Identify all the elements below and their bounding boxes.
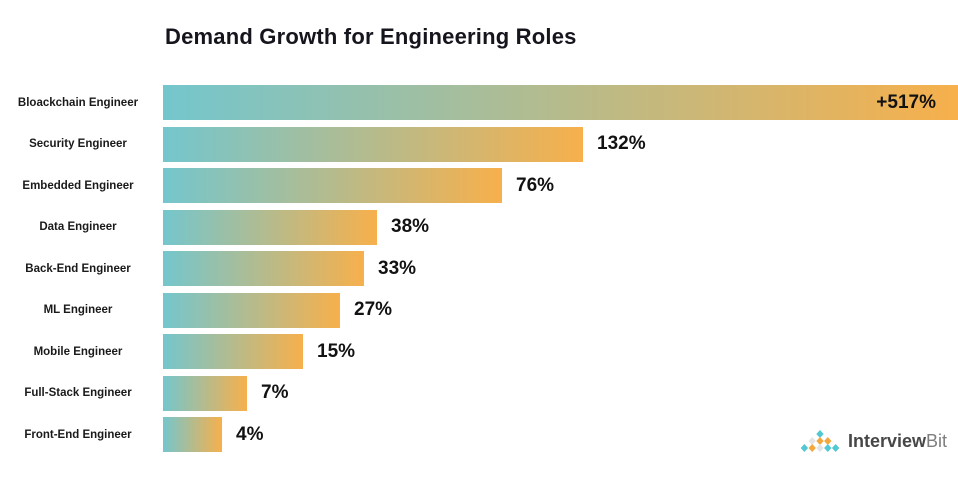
bar [163,292,340,328]
bar-row: Mobile Engineer 15% [0,334,958,369]
bar [163,417,222,452]
bar-value-label: 4% [236,423,264,445]
logo-text-primary: Interview [848,431,927,451]
bar [163,168,502,203]
bar [163,334,303,369]
category-label: Back-End Engineer [25,262,131,275]
interviewbit-logo: InterviewBit [799,424,947,458]
teal-diamond-icon [816,430,824,438]
bar: +517% [163,85,958,120]
bar-row: Data Engineer 38% [0,209,958,245]
bar [163,209,377,245]
category-label: Bloackchain Engineer [17,96,139,109]
bar-value-label: 15% [317,340,356,362]
bar-row: Back-End Engineer 33% [0,251,958,286]
bar [163,126,583,162]
bar-row: Embedded Engineer 76% [0,168,958,203]
category-label: Data Engineer [39,221,117,233]
interviewbit-logo-mark [800,430,840,452]
category-label: Mobile Engineer [33,345,123,358]
category-label: Embedded Engineer [22,179,134,192]
logo-text-secondary: Bit [926,431,948,451]
bar [163,251,364,286]
teal-diamond-icon [831,444,840,452]
interviewbit-logo-text: InterviewBit [848,424,947,458]
category-label: Security Engineer [29,138,127,150]
gray-diamond-icon [808,437,816,445]
bar-value-label: 132% [597,133,646,154]
bar-value-label: +517% [876,91,936,113]
bar-value-label: 27% [354,299,393,320]
bar-value-label: 33% [378,257,417,279]
category-label: ML Engineer [43,304,113,316]
bar-value-label: 38% [391,216,430,237]
bar [163,375,247,411]
category-label: Front-End Engineer [24,428,132,441]
orange-diamond-icon [808,444,816,452]
category-label: Full-Stack Engineer [24,387,132,399]
bar-row: ML Engineer 27% [0,292,958,328]
teal-diamond-icon [800,444,809,452]
bar-row: Full-Stack Engineer 7% [0,375,958,411]
gray-diamond-icon [816,444,824,452]
orange-diamond-icon [824,437,832,445]
orange-diamond-icon [816,437,824,445]
bar-row: Front-End Engineer 4% [0,417,958,452]
bar-row: Security Engineer 132% [0,126,958,162]
teal-diamond-icon [824,444,832,452]
chart-title: Demand Growth for Engineering Roles [165,24,577,49]
bar-value-label: 76% [516,174,555,196]
bar-chart: Bloackchain Engineer +517% Security Engine… [0,85,958,459]
bar-row: Bloackchain Engineer +517% [0,85,958,120]
bar-value-label: 7% [261,382,289,403]
